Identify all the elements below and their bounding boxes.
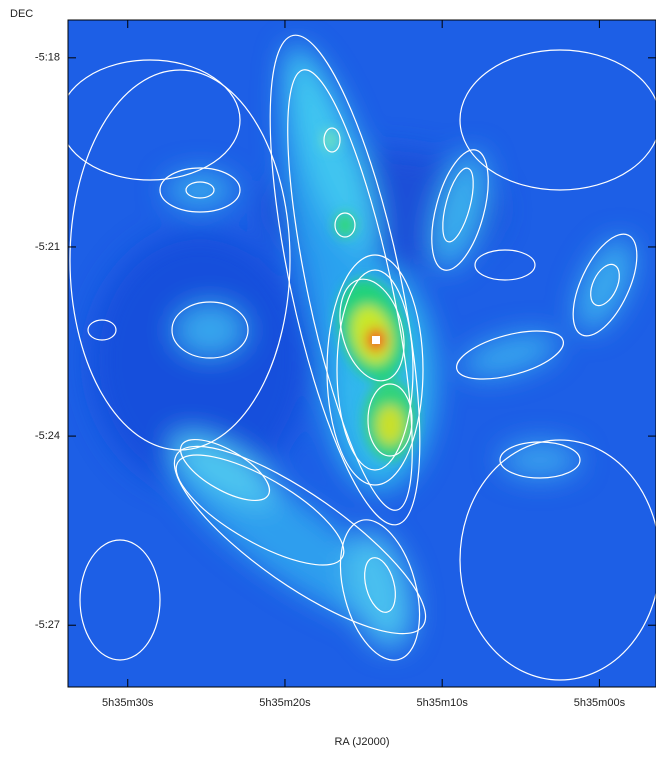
y-tick-label: -5:24 <box>35 430 60 442</box>
y-tick-label: -5:21 <box>35 241 60 253</box>
x-tick-label: 5h35m10s <box>416 697 468 709</box>
x-tick-label: 5h35m20s <box>259 697 311 709</box>
sky-image <box>60 20 656 687</box>
x-tick-label: 5h35m00s <box>574 697 626 709</box>
y-tick-label: -5:18 <box>35 52 60 64</box>
x-tick-label: 5h35m30s <box>102 697 154 709</box>
y-tick-label: -5:27 <box>35 619 60 631</box>
chart: DEC RA (J2000) 5h35m30s 5h35m20s 5h35m10s 5… <box>0 0 656 752</box>
y-axis-label: DEC <box>10 8 33 20</box>
x-axis-label: RA (J2000) <box>334 736 389 748</box>
